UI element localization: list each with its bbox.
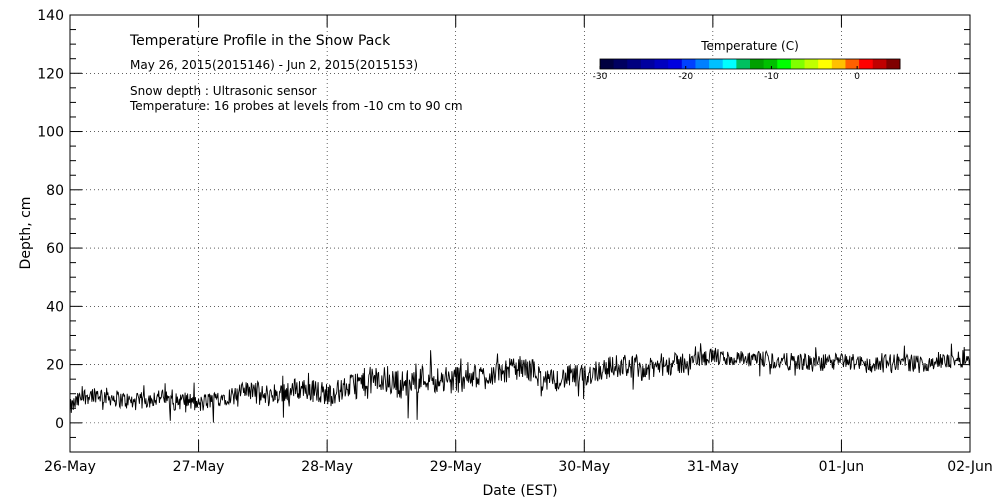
x-tick-label: 27-May xyxy=(173,459,225,475)
x-tick-label: 28-May xyxy=(301,459,353,475)
chart-title: Temperature Profile in the Snow Pack xyxy=(129,33,391,49)
colorbar-tick-label: -30 xyxy=(593,72,608,82)
colorbar-tick-label: -10 xyxy=(764,72,779,82)
colorbar-swatch xyxy=(831,59,846,69)
y-tick-label: 140 xyxy=(37,8,64,24)
colorbar-border xyxy=(599,58,901,70)
x-tick-label: 02-Jun xyxy=(947,459,993,475)
x-tick-label: 29-May xyxy=(430,459,482,475)
colorbar-swatch xyxy=(613,59,628,69)
y-tick-label: 60 xyxy=(46,241,64,257)
x-tick-label: 01-Jun xyxy=(819,459,865,475)
colorbar-tick-label: 0 xyxy=(854,72,860,82)
colorbar-ticks: -30 -20 -10 0 xyxy=(593,66,860,82)
colorbar-swatch xyxy=(818,59,833,69)
colorbar-swatch xyxy=(600,59,615,69)
y-tick-label: 120 xyxy=(37,66,64,82)
colorbar-swatch xyxy=(627,59,642,69)
colorbar-swatch xyxy=(640,59,656,69)
y-tick-label: 40 xyxy=(46,299,64,315)
colorbar-swatch xyxy=(804,59,819,69)
colorbar-swatch xyxy=(845,59,860,69)
y-axis-label: Depth, cm xyxy=(18,197,34,270)
snow-depth-series-line xyxy=(69,343,971,423)
note-temperature: Temperature: 16 probes at levels from -1… xyxy=(129,99,463,113)
colorbar-tick-label: -20 xyxy=(678,72,693,82)
y-tick-label: 0 xyxy=(55,416,64,432)
plot-area-border xyxy=(69,14,971,453)
colorbar-swatch xyxy=(750,59,765,69)
y-tick-labels: 0 20 40 60 80 100 120 140 xyxy=(37,8,64,432)
x-tick-label: 31-May xyxy=(687,459,739,475)
colorbar-title: Temperature (C) xyxy=(700,39,799,53)
colorbar-swatch xyxy=(886,59,901,69)
x-axis-label: Date (EST) xyxy=(482,483,557,499)
colorbar-swatch xyxy=(695,59,710,69)
note-snow-depth: Snow depth : Ultrasonic sensor xyxy=(130,84,317,98)
colorbar-swatch xyxy=(709,59,724,69)
colorbar-swatch xyxy=(681,59,696,69)
x-tick-labels: 26-May 27-May 28-May 29-May 30-May 31-May 01-J… xyxy=(44,459,993,475)
colorbar-swatch xyxy=(763,59,778,69)
x-tick-label: 30-May xyxy=(558,459,610,475)
colorbar-swatch xyxy=(790,59,806,69)
y-tick-label: 20 xyxy=(46,358,64,374)
chart-subtitle: May 26, 2015(2015146) - Jun 2, 2015(2015… xyxy=(130,58,418,72)
colorbar-swatch xyxy=(654,59,669,69)
colorbar-swatch xyxy=(777,59,792,69)
y-tick-label: 100 xyxy=(37,125,64,141)
y-tick-label: 80 xyxy=(46,183,64,199)
colorbar-swatch xyxy=(668,59,683,69)
colorbar-swatches xyxy=(600,59,901,69)
colorbar-swatch xyxy=(722,59,737,69)
colorbar-swatch xyxy=(736,59,751,69)
colorbar-swatch xyxy=(859,59,874,69)
colorbar-swatch xyxy=(872,59,887,69)
x-tick-label: 26-May xyxy=(44,459,96,475)
temperature-colorbar: Temperature (C) -30 -20 -10 0 xyxy=(593,39,901,82)
axis-ticks xyxy=(69,14,971,453)
